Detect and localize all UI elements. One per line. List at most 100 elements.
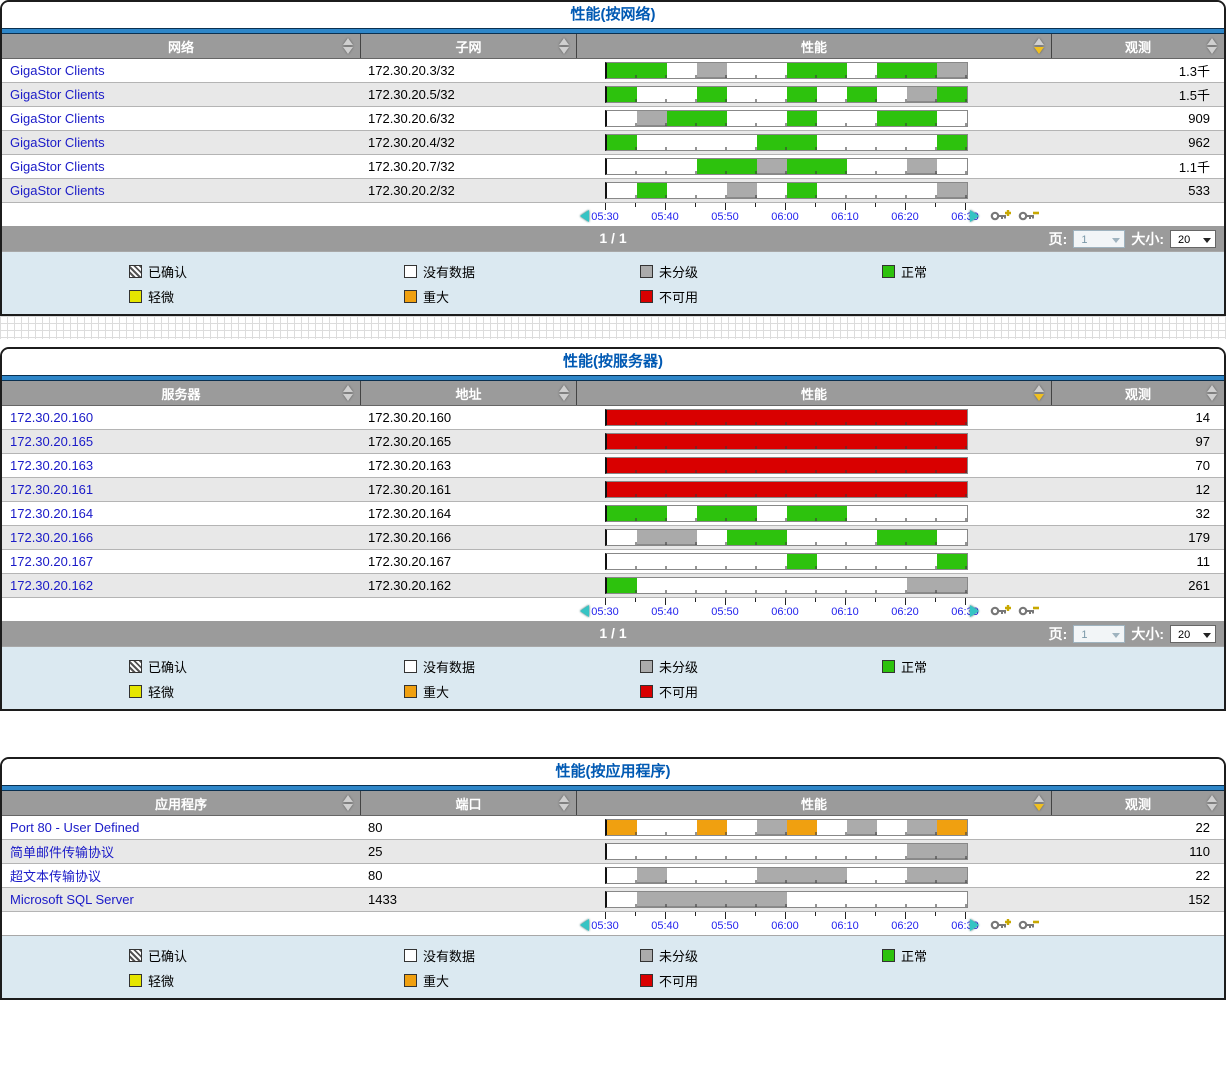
time-zoom-out-icon[interactable] <box>1018 208 1040 223</box>
column-header-1[interactable]: 子网 <box>361 34 577 58</box>
sort-icon[interactable] <box>557 793 571 813</box>
table-row: 172.30.20.164 172.30.20.164 32 <box>2 502 1224 526</box>
page-size-select[interactable]: 20 <box>1170 230 1216 248</box>
page-select[interactable]: 1 <box>1073 230 1126 248</box>
legend-swatch-icon <box>404 949 417 962</box>
time-prev-arrow-icon[interactable] <box>580 210 589 222</box>
time-zoom-in-icon[interactable] <box>990 603 1012 618</box>
row-name-link[interactable]: 超文本传输协议 <box>10 869 102 884</box>
panel-title: 性能(按应用程序) <box>2 759 1224 785</box>
perf-segment-no-data <box>607 554 637 569</box>
sort-icon[interactable] <box>1205 793 1219 813</box>
perf-segment-normal <box>937 87 967 102</box>
row-name-link[interactable]: 简单邮件传输协议 <box>10 845 115 860</box>
time-zoom-out-icon[interactable] <box>1018 603 1040 618</box>
perf-segment-no-data <box>817 183 847 198</box>
time-zoom-in-icon[interactable] <box>990 917 1012 932</box>
row-name-link[interactable]: 172.30.20.163 <box>10 458 94 473</box>
time-prev-arrow-icon[interactable] <box>580 919 589 931</box>
row-name-link[interactable]: 172.30.20.165 <box>10 434 94 449</box>
perf-segment-major <box>697 820 727 835</box>
row-observation-count: 11 <box>1196 554 1211 569</box>
perf-segment-normal <box>607 506 637 521</box>
column-header-0[interactable]: 网络 <box>2 34 361 58</box>
table-body: GigaStor Clients 172.30.20.3/32 1.3千 Gig… <box>2 59 1224 203</box>
time-axis-label: 06:10 <box>831 606 859 618</box>
column-header-0[interactable]: 服务器 <box>2 381 361 405</box>
row-name-link[interactable]: 172.30.20.167 <box>10 554 94 569</box>
row-name-link[interactable]: 172.30.20.166 <box>10 530 94 545</box>
perf-segment-no-data <box>937 159 967 174</box>
time-next-arrow-icon[interactable] <box>970 919 979 931</box>
time-zoom-in-icon[interactable] <box>990 208 1012 223</box>
row-name-link[interactable]: 172.30.20.161 <box>10 482 94 497</box>
row-name-link[interactable]: GigaStor Clients <box>10 111 105 126</box>
sort-icon[interactable] <box>1032 383 1046 403</box>
row-name-link[interactable]: Microsoft SQL Server <box>10 892 134 907</box>
perf-segment-unavailable <box>817 458 847 473</box>
perf-segment-no-data <box>847 530 877 545</box>
performance-bar <box>605 553 968 570</box>
perf-segment-normal <box>637 506 667 521</box>
column-header-3[interactable]: 观测 <box>1052 791 1224 815</box>
row-name-link[interactable]: GigaStor Clients <box>10 183 105 198</box>
page-select-arrow-icon <box>1112 238 1121 243</box>
column-header-2[interactable]: 性能 <box>577 381 1052 405</box>
row-name-link[interactable]: GigaStor Clients <box>10 63 105 78</box>
legend-swatch-icon <box>129 685 142 698</box>
row-name-link[interactable]: 172.30.20.160 <box>10 410 94 425</box>
row-name-link[interactable]: GigaStor Clients <box>10 87 105 102</box>
row-observation-count: 22 <box>1195 820 1210 835</box>
row-observation-count: 179 <box>1188 530 1210 545</box>
perf-segment-unclassified <box>817 868 847 883</box>
sort-down-arrow-icon <box>1034 394 1044 401</box>
row-name-link[interactable]: GigaStor Clients <box>10 159 105 174</box>
time-prev-arrow-icon[interactable] <box>580 605 589 617</box>
time-axis-label: 05:30 <box>591 211 619 223</box>
perf-segment-unavailable <box>697 458 727 473</box>
column-header-1[interactable]: 端口 <box>361 791 577 815</box>
column-header-0[interactable]: 应用程序 <box>2 791 361 815</box>
size-select-arrow-icon <box>1203 238 1211 243</box>
perf-segment-no-data <box>637 578 667 593</box>
time-next-arrow-icon[interactable] <box>970 210 979 222</box>
row-name-link[interactable]: Port 80 - User Defined <box>10 820 140 835</box>
time-axis-label: 05:30 <box>591 606 619 618</box>
legend-swatch-icon <box>640 974 653 987</box>
sort-icon[interactable] <box>1032 36 1046 56</box>
sort-icon[interactable] <box>557 36 571 56</box>
performance-panel: 性能(按网络) 网络 子网 性能 观测 GigaStor Clients <box>0 0 1226 316</box>
perf-segment-no-data <box>727 868 757 883</box>
sort-down-arrow-icon <box>559 804 569 811</box>
sort-icon[interactable] <box>1205 36 1219 56</box>
legend-item: 没有数据 <box>404 262 475 281</box>
time-next-arrow-icon[interactable] <box>970 605 979 617</box>
sort-icon[interactable] <box>557 383 571 403</box>
legend-item: 不可用 <box>640 682 698 701</box>
column-header-label: 网络 <box>167 39 194 55</box>
perf-segment-no-data <box>757 506 787 521</box>
sort-icon[interactable] <box>341 36 355 56</box>
sort-icon[interactable] <box>341 793 355 813</box>
row-name-link[interactable]: GigaStor Clients <box>10 135 105 150</box>
column-header-3[interactable]: 观测 <box>1052 381 1224 405</box>
sort-icon[interactable] <box>1032 793 1046 813</box>
table-row: GigaStor Clients 172.30.20.7/32 1.1千 <box>2 155 1224 179</box>
page-select[interactable]: 1 <box>1073 625 1126 643</box>
perf-segment-unavailable <box>907 434 937 449</box>
page-size-select[interactable]: 20 <box>1170 625 1216 643</box>
sort-icon[interactable] <box>341 383 355 403</box>
column-header-1[interactable]: 地址 <box>361 381 577 405</box>
column-header-2[interactable]: 性能 <box>577 34 1052 58</box>
row-name-link[interactable]: 172.30.20.164 <box>10 506 94 521</box>
column-header-2[interactable]: 性能 <box>577 791 1052 815</box>
perf-segment-normal <box>847 87 877 102</box>
row-name-link[interactable]: 172.30.20.162 <box>10 578 94 593</box>
time-zoom-out-icon[interactable] <box>1018 917 1040 932</box>
sort-icon[interactable] <box>1205 383 1219 403</box>
column-header-3[interactable]: 观测 <box>1052 34 1224 58</box>
table-row: Microsoft SQL Server 1433 152 <box>2 888 1224 912</box>
time-axis-label: 05:50 <box>711 606 739 618</box>
table-header-row: 应用程序 端口 性能 观测 <box>2 791 1224 816</box>
time-axis-label: 05:40 <box>651 211 679 223</box>
